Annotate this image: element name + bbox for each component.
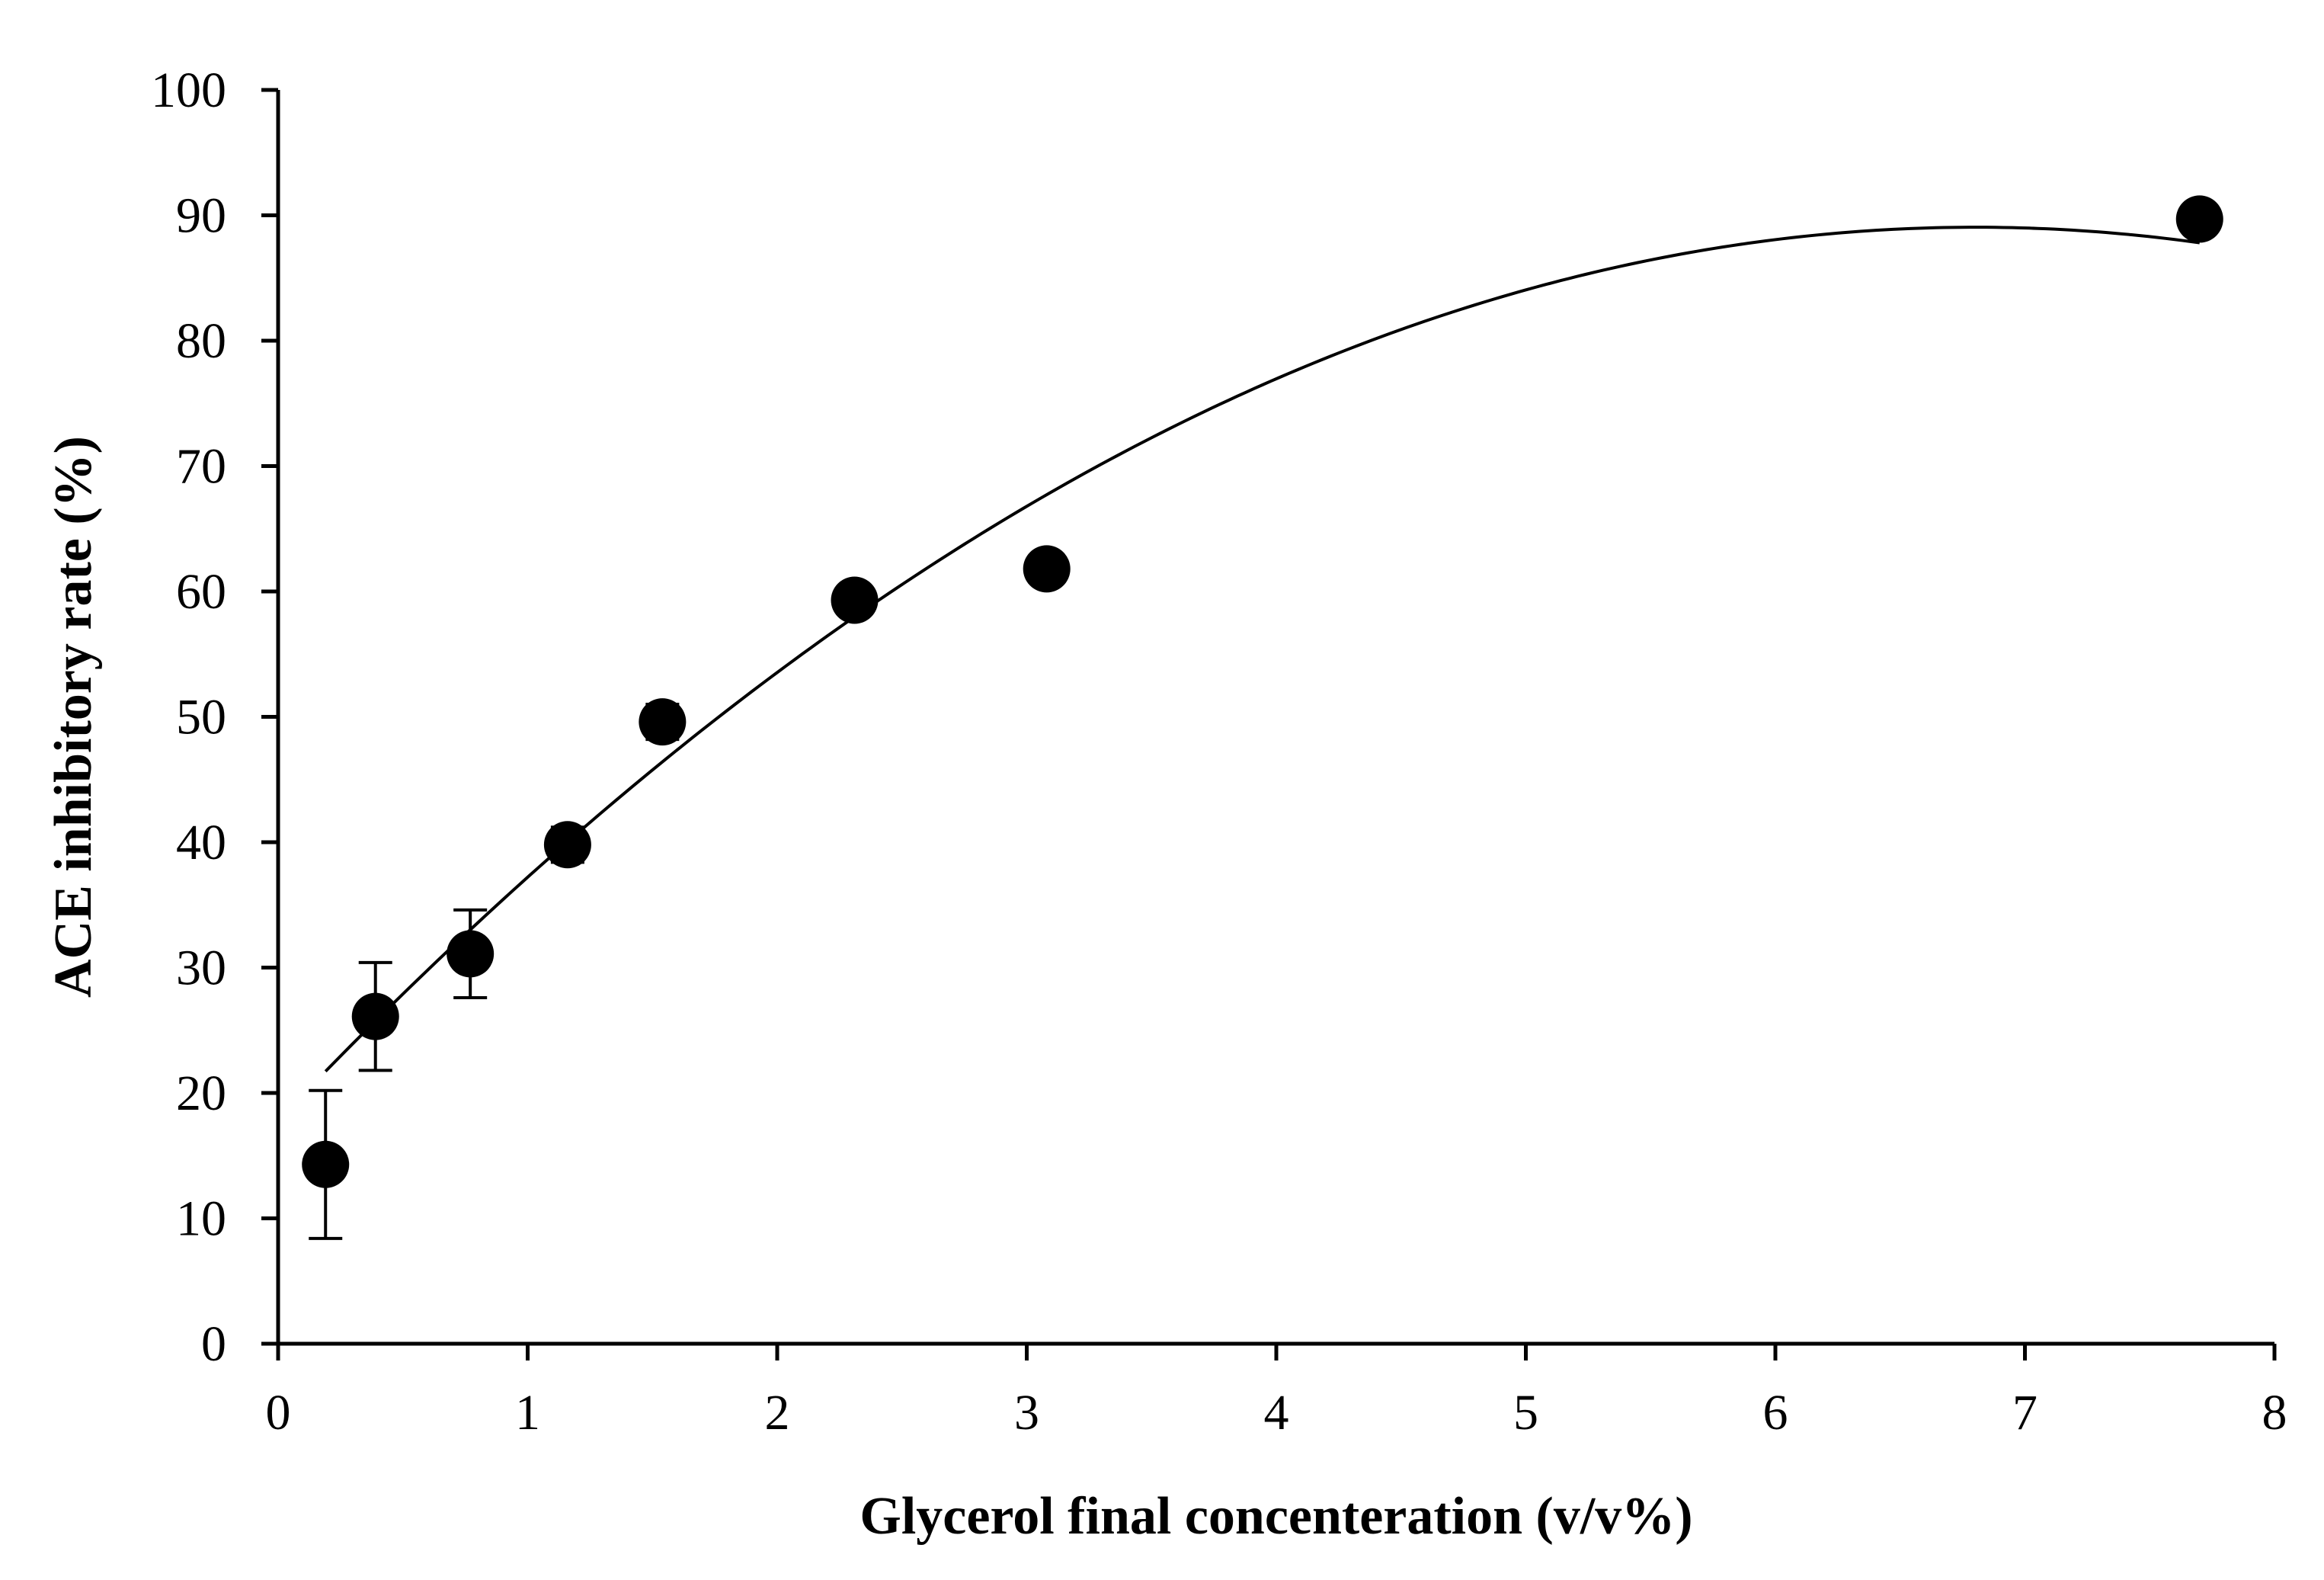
y-tick-label: 80 bbox=[176, 313, 226, 369]
data-point bbox=[302, 1140, 350, 1188]
trend-line bbox=[324, 226, 2201, 1073]
data-point bbox=[639, 698, 687, 746]
y-tick-label: 100 bbox=[151, 62, 226, 118]
y-tick-label: 10 bbox=[176, 1191, 226, 1247]
y-axis-title: ACE inhibitory rate (%) bbox=[44, 436, 103, 998]
x-tick-label: 4 bbox=[1264, 1385, 1289, 1441]
y-tick-label: 60 bbox=[176, 564, 226, 620]
x-tick-label: 3 bbox=[1014, 1385, 1039, 1441]
x-tick-label: 7 bbox=[2012, 1385, 2038, 1441]
x-tick-label: 6 bbox=[1763, 1385, 1788, 1441]
data-point bbox=[543, 821, 591, 869]
y-tick-label: 40 bbox=[176, 815, 226, 870]
data-point bbox=[447, 930, 495, 978]
x-tick-label: 8 bbox=[2262, 1385, 2287, 1441]
x-tick-label: 1 bbox=[515, 1385, 540, 1441]
y-tick-label: 20 bbox=[176, 1066, 226, 1121]
x-tick-label: 2 bbox=[765, 1385, 790, 1441]
y-tick-label: 70 bbox=[176, 439, 226, 495]
x-axis-title: Glycerol final concenteration (v/v%) bbox=[859, 1487, 1692, 1546]
data-point bbox=[351, 992, 399, 1040]
y-tick-label: 30 bbox=[176, 941, 226, 996]
data-point bbox=[1023, 545, 1071, 593]
y-tick-label: 90 bbox=[176, 188, 226, 244]
x-tick-label: 0 bbox=[266, 1385, 291, 1441]
data-point bbox=[2175, 195, 2223, 243]
y-tick-label: 0 bbox=[201, 1316, 226, 1372]
y-tick-label: 50 bbox=[176, 690, 226, 745]
x-tick-label: 5 bbox=[1513, 1385, 1538, 1441]
data-point bbox=[831, 576, 879, 624]
